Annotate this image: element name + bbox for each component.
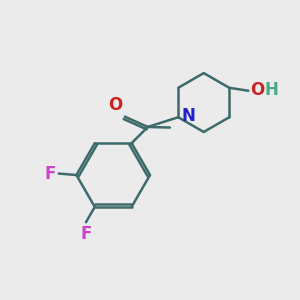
Text: O: O xyxy=(250,81,264,99)
Text: O: O xyxy=(108,96,122,114)
Text: H: H xyxy=(265,81,278,99)
Text: F: F xyxy=(80,225,92,243)
Text: N: N xyxy=(182,107,196,125)
Text: F: F xyxy=(45,165,56,183)
